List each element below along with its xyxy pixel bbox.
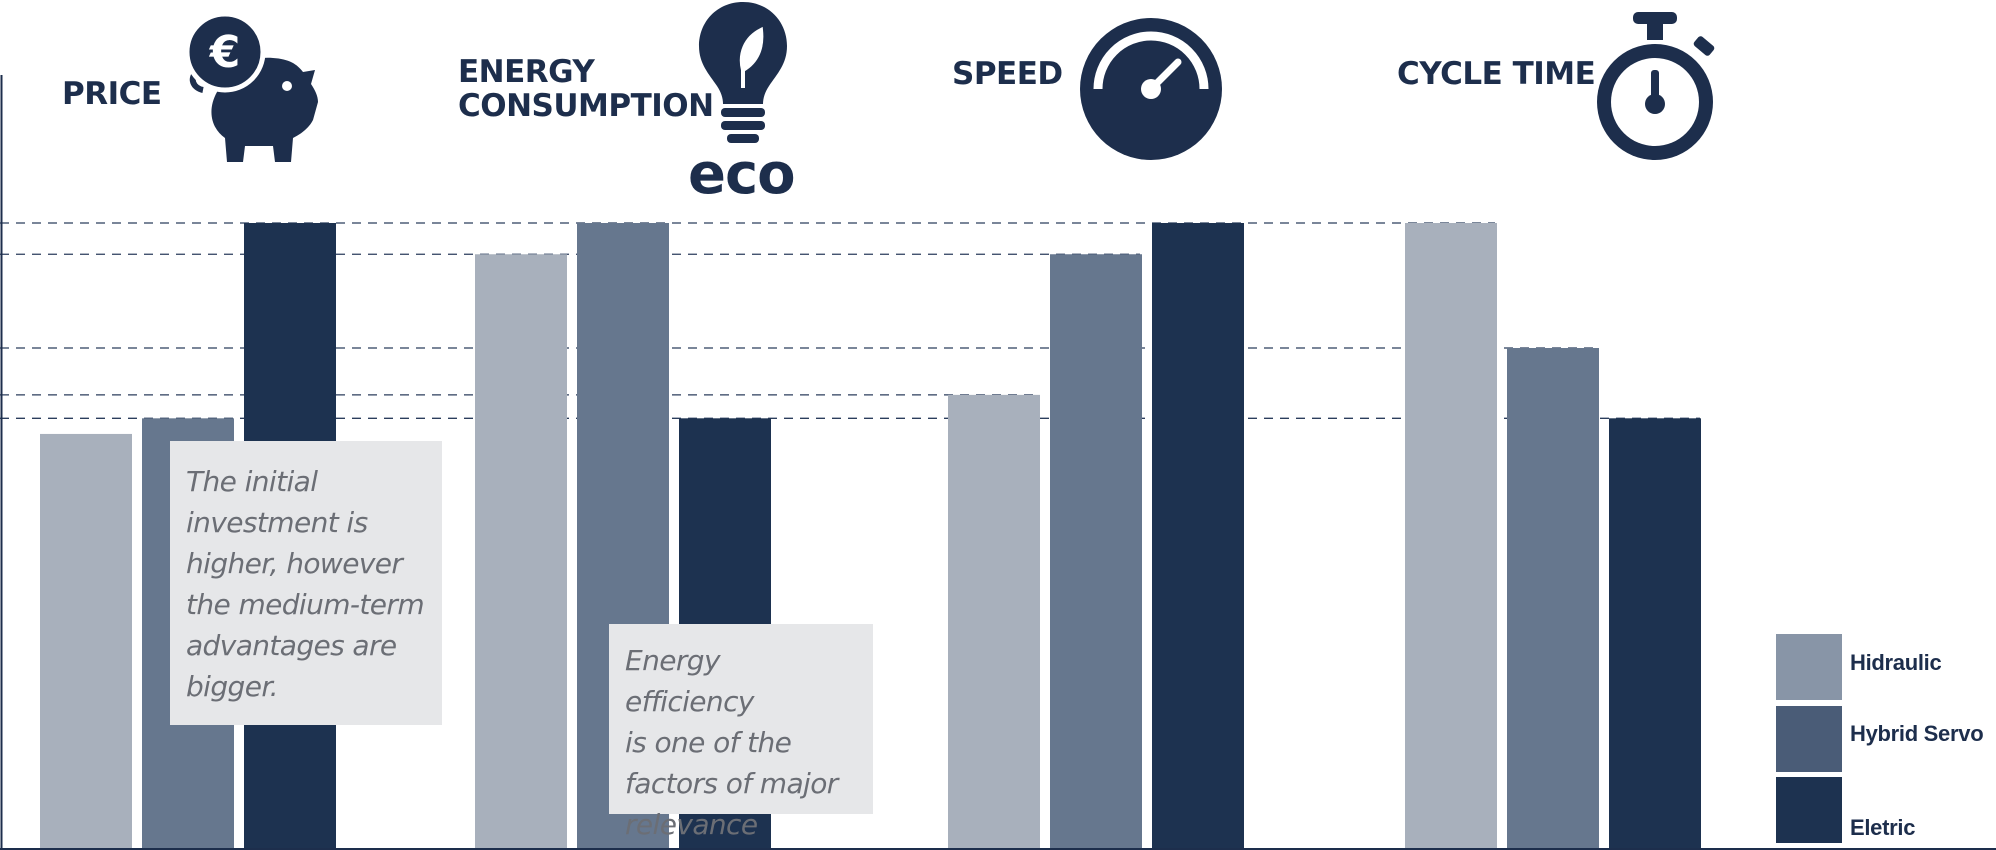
energy-note-line: Energy efficiency bbox=[625, 644, 754, 718]
bar-cycle-time-hidraulic bbox=[1405, 223, 1497, 850]
price-note-line: the medium-term bbox=[186, 588, 425, 621]
price-note: The initial investment is higher, howeve… bbox=[170, 441, 442, 725]
bar-speed-hybrid-servo bbox=[1050, 254, 1142, 850]
piggy-bank-euro-icon: € bbox=[185, 11, 318, 162]
energy-note-line: factors of major bbox=[625, 767, 838, 800]
price-note-line: The initial bbox=[186, 465, 318, 498]
price-note-line: bigger. bbox=[186, 670, 279, 703]
bar-speed-eletric bbox=[1152, 223, 1244, 850]
legend-label-hidraulic: Hidraulic bbox=[1850, 650, 1942, 675]
legend-swatch-eletric bbox=[1776, 777, 1842, 843]
bar-energy-consumption-hidraulic bbox=[475, 254, 567, 850]
eco-label: eco bbox=[688, 142, 796, 207]
category-label-cycle-time: CYCLE TIME bbox=[1397, 56, 1596, 92]
bars bbox=[40, 223, 1701, 850]
category-label-energy-consumption: ENERGY CONSUMPTION bbox=[458, 55, 714, 123]
bar-cycle-time-hybrid-servo bbox=[1507, 348, 1599, 850]
energy-label-line1: ENERGY bbox=[458, 54, 595, 90]
energy-note-line: relevance bbox=[625, 808, 758, 841]
price-note-line: higher, however bbox=[186, 547, 403, 580]
energy-note-line: is one of the bbox=[625, 726, 792, 759]
bar-speed-hidraulic bbox=[948, 394, 1040, 850]
legend-label-eletric: Eletric bbox=[1850, 815, 1916, 840]
legend-swatches bbox=[1776, 634, 1842, 843]
price-note-line: investment is bbox=[186, 506, 368, 539]
svg-text:€: € bbox=[209, 27, 241, 78]
category-label-price: PRICE bbox=[62, 76, 162, 112]
category-label-speed: SPEED bbox=[952, 56, 1063, 92]
energy-note: Energy efficiency is one of the factors … bbox=[609, 624, 873, 841]
bar-cycle-time-eletric bbox=[1609, 418, 1701, 850]
price-note-line: advantages are bbox=[186, 629, 397, 662]
bar-price-hidraulic bbox=[40, 433, 132, 850]
legend-swatch-hidraulic bbox=[1776, 634, 1842, 700]
energy-label-line2: CONSUMPTION bbox=[458, 88, 714, 125]
stopwatch-icon bbox=[1597, 12, 1715, 160]
lightbulb-leaf-icon bbox=[699, 2, 787, 143]
legend-swatch-hybrid-servo bbox=[1776, 706, 1842, 772]
speedometer-icon bbox=[1080, 18, 1222, 160]
legend-label-hybrid-servo: Hybrid Servo bbox=[1850, 721, 1984, 746]
